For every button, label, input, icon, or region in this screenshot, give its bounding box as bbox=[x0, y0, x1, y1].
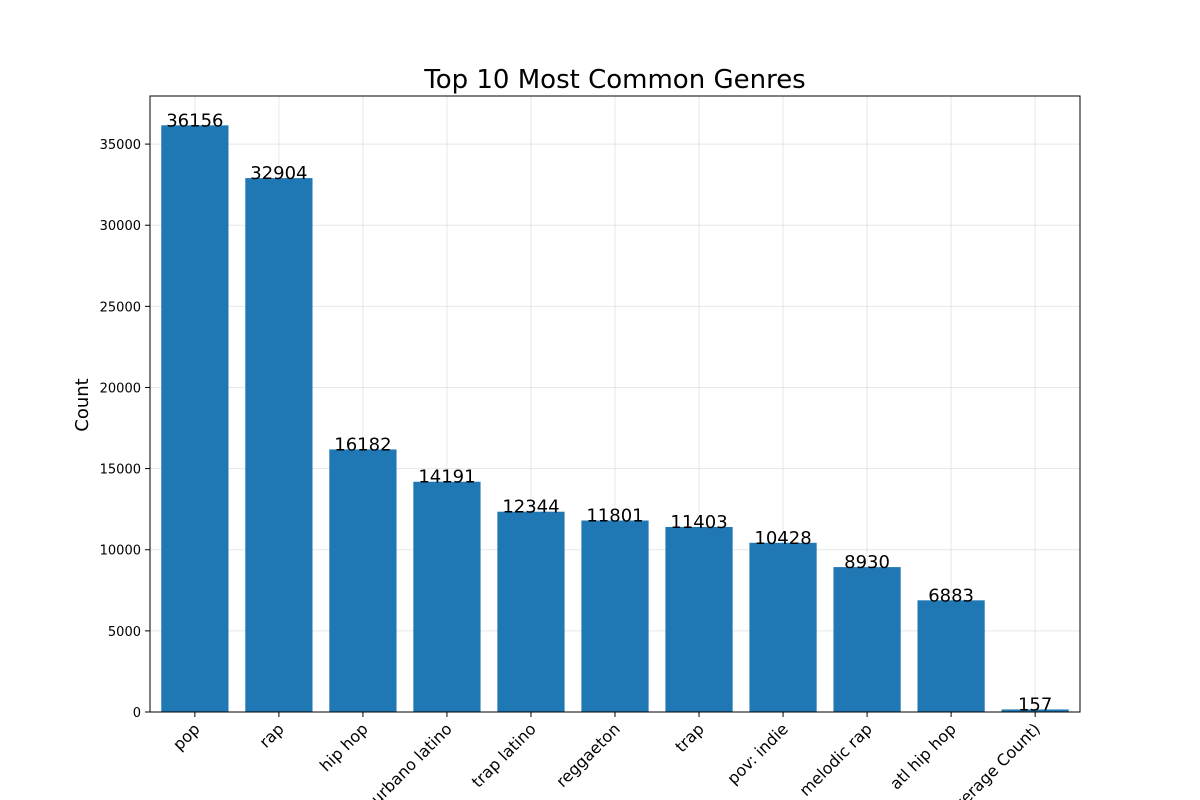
x-tick-label: melodic rap bbox=[796, 719, 876, 799]
bar-value-label: 32904 bbox=[250, 163, 307, 184]
y-tick-label: 30000 bbox=[100, 219, 141, 234]
y-tick-label: 0 bbox=[133, 706, 141, 721]
bar bbox=[665, 526, 733, 712]
x-tick-label: pop bbox=[169, 719, 204, 754]
x-tick-label: rap bbox=[256, 719, 288, 751]
bar bbox=[749, 542, 817, 712]
y-tick-label: 35000 bbox=[100, 138, 141, 153]
x-tick-label: pov: indie bbox=[723, 719, 792, 788]
chart-title: Top 10 Most Common Genres bbox=[423, 65, 805, 95]
bar-value-label: 14191 bbox=[418, 467, 475, 488]
x-tick-label: trap bbox=[671, 719, 708, 756]
x-tick-label: atl hip hop bbox=[886, 719, 960, 793]
bar bbox=[1001, 709, 1069, 712]
bar-value-label: 8930 bbox=[844, 552, 890, 573]
y-tick-label: 5000 bbox=[108, 625, 141, 640]
bar-value-label: 16182 bbox=[334, 434, 391, 455]
bar bbox=[497, 511, 565, 712]
y-tick-label: 20000 bbox=[100, 381, 141, 396]
bar-value-label: 11801 bbox=[586, 506, 643, 527]
bar-value-label: 6883 bbox=[928, 585, 974, 606]
bar-value-label: 10428 bbox=[754, 528, 811, 549]
x-tick-label: urbano latino bbox=[367, 719, 456, 800]
bar-value-label: 36156 bbox=[166, 110, 223, 131]
x-tick-label: trap latino bbox=[468, 719, 540, 791]
bar bbox=[581, 520, 649, 712]
bar bbox=[833, 567, 901, 712]
bar bbox=[161, 125, 229, 712]
y-tick-label: 25000 bbox=[100, 300, 141, 315]
bar bbox=[413, 481, 481, 712]
y-axis-ticks: 0 5000 10000 15000 20000 25000 30000 35000 bbox=[100, 138, 150, 721]
y-axis-label: Count bbox=[72, 378, 93, 431]
x-tick-label: hip hop bbox=[316, 719, 372, 775]
bar-value-label: 11403 bbox=[670, 512, 727, 533]
bar bbox=[245, 178, 313, 713]
bars bbox=[161, 125, 1069, 713]
y-tick-label: 10000 bbox=[100, 544, 141, 559]
bar bbox=[329, 449, 397, 712]
bar-value-label: 12344 bbox=[502, 497, 559, 518]
bar-value-label: 157 bbox=[1018, 694, 1052, 715]
data-labels: 36156 32904 16182 14191 12344 11801 11403 10428… bbox=[166, 110, 1052, 715]
y-tick-label: 15000 bbox=[100, 463, 141, 478]
bar bbox=[917, 600, 985, 712]
x-tick-label: reggaeton bbox=[552, 719, 624, 791]
